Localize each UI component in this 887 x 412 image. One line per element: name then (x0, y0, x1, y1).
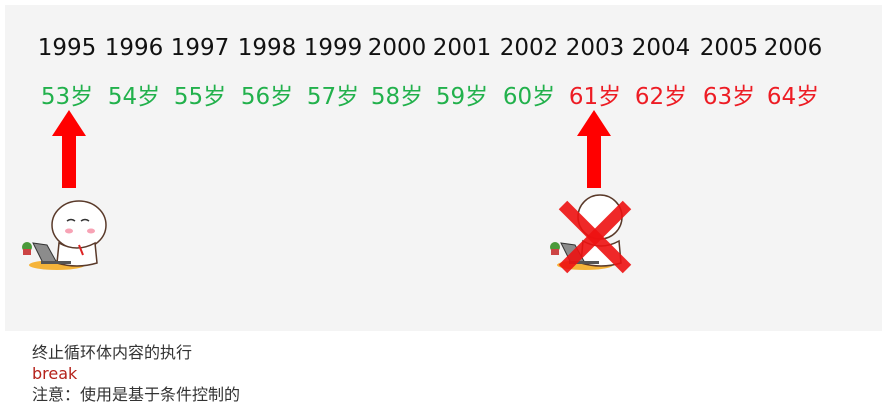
year-label: 1997 (170, 35, 230, 61)
year-label: 1999 (303, 35, 363, 61)
age-label: 60岁 (502, 84, 556, 110)
age-label: 64岁 (766, 84, 820, 110)
notes: 终止循环体内容的执行 break 注意：使用是基于条件控制的 (32, 342, 240, 405)
age-label: 57岁 (306, 84, 360, 110)
age-label: 59岁 (435, 84, 489, 110)
age-label: 63岁 (702, 84, 756, 110)
year-label: 2003 (565, 35, 625, 61)
age-label: 56岁 (240, 84, 294, 110)
year-label: 2004 (631, 35, 691, 61)
red-x-icon (558, 200, 632, 274)
year-label: 1996 (104, 35, 164, 61)
age-label: 55岁 (173, 84, 227, 110)
year-label: 2005 (699, 35, 759, 61)
person-with-laptop-icon (22, 200, 107, 270)
age-label: 58岁 (370, 84, 424, 110)
year-label: 2000 (367, 35, 427, 61)
year-label: 2001 (432, 35, 492, 61)
year-label: 1995 (37, 35, 97, 61)
age-label: 54岁 (107, 84, 161, 110)
note-description: 终止循环体内容的执行 (32, 343, 193, 362)
up-arrow-icon (577, 110, 611, 188)
age-label: 61岁 (568, 84, 622, 110)
illustration-panel: 1995 1996 1997 1998 1999 2000 2001 2002 2003 2004… (5, 5, 882, 331)
age-label: 53岁 (40, 84, 94, 110)
year-label: 1998 (237, 35, 297, 61)
year-label: 2006 (763, 35, 823, 61)
note-caution: 注意：使用是基于条件控制的 (32, 385, 241, 404)
note-keyword: break (32, 364, 78, 383)
age-label: 62岁 (634, 84, 688, 110)
year-label: 2002 (499, 35, 559, 61)
up-arrow-icon (52, 110, 86, 188)
